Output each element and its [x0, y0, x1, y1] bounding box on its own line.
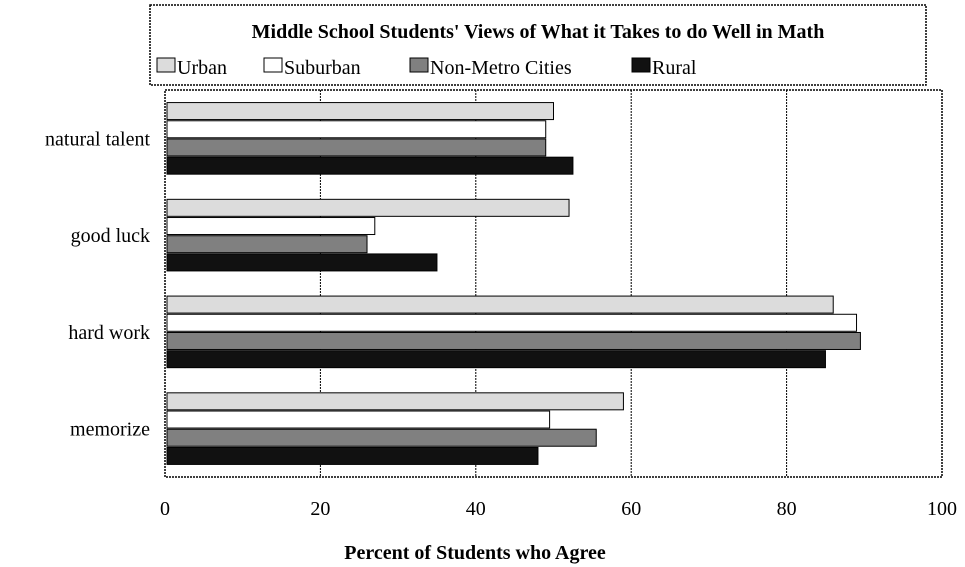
category-label: good luck: [71, 225, 150, 247]
bar: [166, 331, 861, 350]
x-axis-label: Percent of Students who Agree: [344, 542, 606, 564]
x-tick-label: 20: [310, 498, 330, 520]
category-label: memorize: [70, 419, 150, 441]
legend-swatch: [263, 57, 283, 73]
legend-swatch: [156, 57, 176, 73]
bar: [166, 198, 570, 217]
bar: [166, 350, 826, 369]
bar: [166, 217, 376, 236]
x-tick-labels: 0 20 40 60 80 100: [160, 498, 957, 520]
legend-label: Non-Metro Cities: [430, 57, 572, 79]
legend: Urban Suburban Non-Metro Cities Rural: [156, 57, 697, 79]
category-label: natural talent: [45, 128, 150, 150]
bar: [166, 235, 368, 254]
bar: [166, 138, 547, 157]
x-tick-label: 60: [621, 498, 641, 520]
legend-swatch: [409, 57, 429, 73]
bar: [166, 120, 547, 139]
bar: [166, 253, 438, 272]
x-tick-label: 100: [927, 498, 957, 520]
bar: [166, 102, 554, 121]
legend-swatch: [631, 57, 651, 73]
bar: [166, 446, 539, 465]
category-labels: natural talent good luck hard work memorize: [45, 128, 150, 440]
bar: [166, 410, 551, 429]
bar: [166, 313, 858, 332]
legend-label: Suburban: [284, 57, 361, 79]
x-tick-label: 40: [466, 498, 486, 520]
category-label: hard work: [68, 322, 150, 344]
bar: [166, 295, 834, 314]
x-tick-label: 80: [777, 498, 797, 520]
legend-label: Urban: [177, 57, 227, 79]
bar: [166, 392, 624, 411]
legend-label: Rural: [652, 57, 697, 79]
bars: [166, 102, 861, 465]
bar: [166, 428, 597, 447]
chart-title: Middle School Students' Views of What it…: [252, 21, 825, 43]
bar: [166, 156, 574, 175]
x-tick-label: 0: [160, 498, 170, 520]
